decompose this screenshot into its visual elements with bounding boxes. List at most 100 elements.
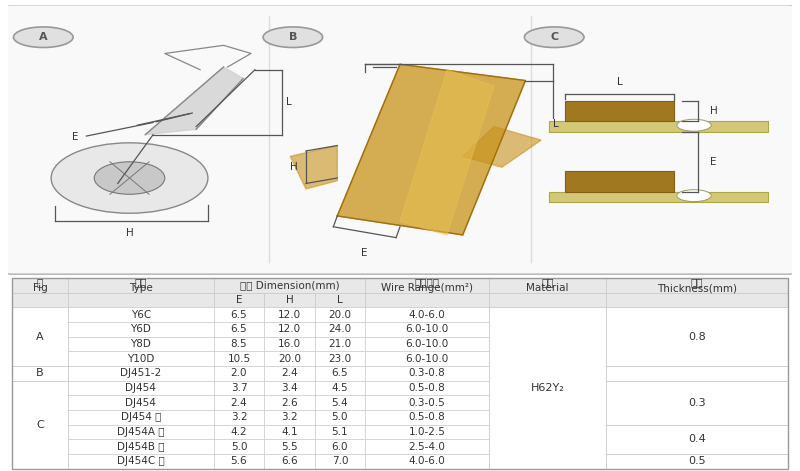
Bar (314, 351, 365, 366)
Bar (214, 410, 264, 425)
Text: 2.5-4.0: 2.5-4.0 (409, 442, 446, 452)
Bar (606, 366, 788, 381)
Text: 型号: 型号 (134, 277, 147, 287)
Bar (264, 454, 314, 469)
Bar (12, 307, 68, 366)
Text: 6.5: 6.5 (331, 368, 348, 378)
Bar (606, 454, 788, 469)
Text: 12.0: 12.0 (278, 324, 301, 334)
Polygon shape (290, 146, 338, 189)
Text: L: L (617, 77, 622, 87)
Bar (68, 410, 214, 425)
Bar (490, 351, 606, 366)
Bar (12, 454, 68, 469)
Bar (365, 439, 490, 454)
Ellipse shape (94, 162, 165, 195)
Bar (314, 395, 365, 410)
Text: 5.1: 5.1 (331, 427, 348, 437)
Text: 材料: 材料 (541, 277, 554, 287)
Bar (490, 366, 606, 381)
Text: Fig: Fig (33, 284, 47, 293)
Bar (606, 366, 788, 381)
Bar (12, 381, 68, 395)
Bar (549, 192, 769, 203)
Circle shape (14, 27, 73, 48)
Bar (214, 322, 264, 337)
Bar (606, 425, 788, 454)
Bar (314, 381, 365, 395)
Bar (68, 366, 214, 381)
Text: H: H (710, 106, 718, 116)
Bar (12, 337, 68, 351)
Bar (606, 307, 788, 366)
Bar (264, 307, 314, 322)
Text: DJ454B 锤: DJ454B 锤 (117, 442, 165, 452)
Text: 6.0-10.0: 6.0-10.0 (406, 339, 449, 349)
Text: 24.0: 24.0 (328, 324, 351, 334)
Bar (214, 278, 365, 292)
Bar (12, 366, 68, 381)
Text: E: E (236, 295, 242, 305)
Bar (68, 351, 214, 366)
Text: 0.8: 0.8 (688, 332, 706, 341)
Text: 5.4: 5.4 (331, 398, 348, 407)
Text: C: C (550, 32, 558, 42)
Bar (12, 278, 68, 292)
Bar (314, 337, 365, 351)
Bar (490, 278, 606, 292)
Circle shape (677, 119, 711, 131)
Bar (214, 425, 264, 439)
Text: DJ451-2: DJ451-2 (120, 368, 162, 378)
Bar (314, 439, 365, 454)
Text: 8.5: 8.5 (230, 339, 247, 349)
Bar (214, 439, 264, 454)
Bar (365, 307, 490, 322)
Text: Y10D: Y10D (127, 354, 154, 364)
Bar (365, 425, 490, 439)
Bar (606, 381, 788, 425)
Bar (606, 425, 788, 439)
Bar (490, 425, 606, 439)
Text: 4.5: 4.5 (331, 383, 348, 393)
Text: 图: 图 (37, 277, 43, 287)
FancyBboxPatch shape (0, 5, 798, 274)
Text: 2.6: 2.6 (281, 398, 298, 407)
Bar (264, 395, 314, 410)
Text: 4.1: 4.1 (281, 427, 298, 437)
Bar (365, 410, 490, 425)
Bar (68, 395, 214, 410)
Text: 0.3-0.5: 0.3-0.5 (409, 398, 446, 407)
Bar (12, 292, 68, 307)
Text: Thickness(mm): Thickness(mm) (657, 284, 737, 293)
Text: 6.5: 6.5 (230, 309, 247, 320)
Text: 6.0-10.0: 6.0-10.0 (406, 324, 449, 334)
Text: 0.3-0.8: 0.3-0.8 (409, 368, 446, 378)
Text: 2.4: 2.4 (281, 368, 298, 378)
Bar (490, 410, 606, 425)
Bar (606, 322, 788, 337)
Text: 4.2: 4.2 (230, 427, 247, 437)
Text: H62Y₂: H62Y₂ (530, 383, 564, 393)
Text: 0.3: 0.3 (688, 398, 706, 407)
Bar (68, 381, 214, 395)
Bar (606, 292, 788, 307)
Text: 20.0: 20.0 (328, 309, 351, 320)
Text: 0.5-0.8: 0.5-0.8 (409, 383, 446, 393)
Circle shape (677, 190, 711, 202)
Bar (214, 337, 264, 351)
Text: Material: Material (526, 284, 569, 293)
Text: E: E (72, 132, 78, 142)
Text: L: L (286, 97, 292, 107)
Text: 5.5: 5.5 (281, 442, 298, 452)
Text: E: E (710, 157, 716, 167)
Text: A: A (39, 32, 47, 42)
Polygon shape (338, 64, 526, 235)
Bar (264, 322, 314, 337)
Bar (365, 395, 490, 410)
Bar (365, 322, 490, 337)
Text: DJ454C 锤: DJ454C 锤 (117, 456, 165, 466)
Text: 5.0: 5.0 (332, 412, 348, 422)
Text: 1.0-2.5: 1.0-2.5 (409, 427, 446, 437)
Bar (606, 337, 788, 351)
Bar (565, 101, 674, 121)
